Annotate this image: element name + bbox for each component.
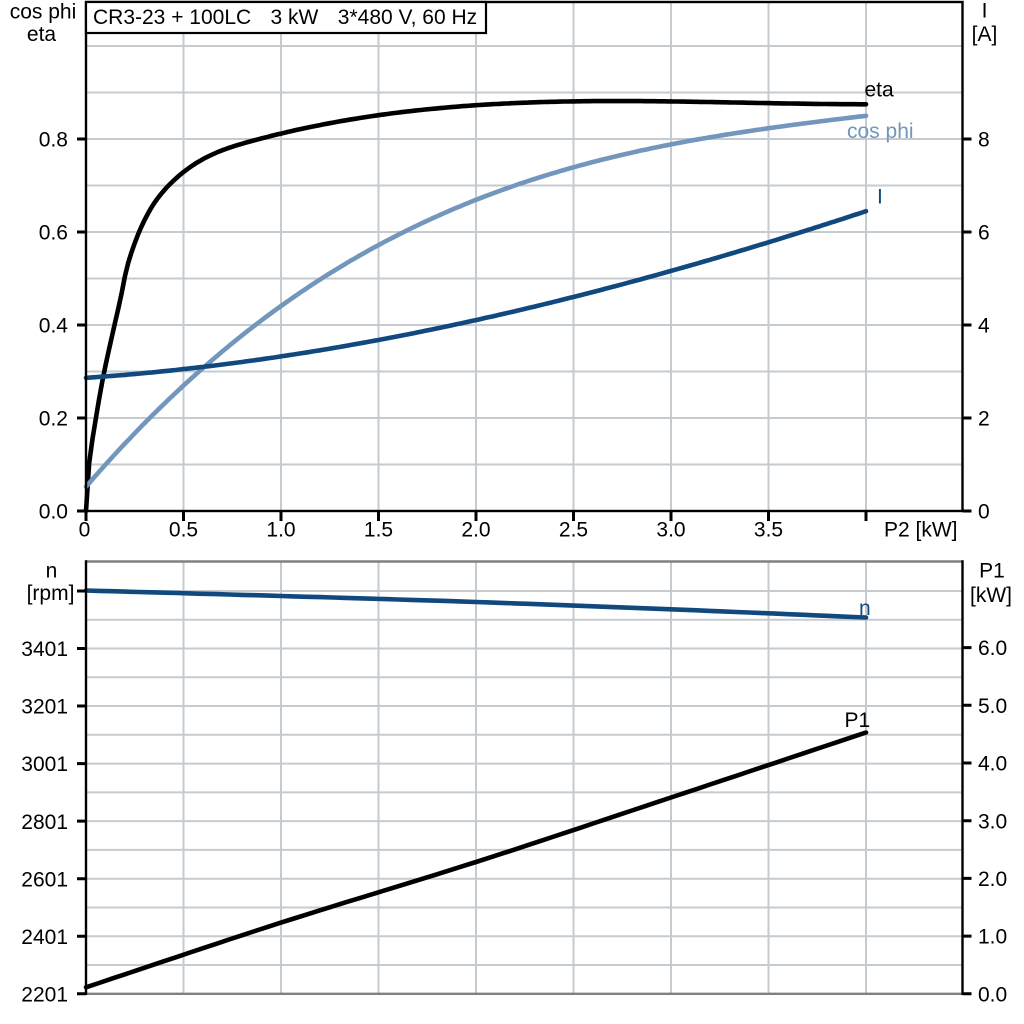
svg-text:cos phi: cos phi [10,1,77,24]
svg-text:1.0: 1.0 [266,519,295,542]
svg-text:0.2: 0.2 [39,408,68,431]
svg-text:0.5: 0.5 [169,519,198,542]
svg-text:2: 2 [978,408,990,431]
svg-text:P1: P1 [845,709,871,732]
svg-text:6.0: 6.0 [978,637,1007,660]
svg-text:2801: 2801 [21,811,68,834]
svg-text:3201: 3201 [21,696,68,719]
svg-text:0.0: 0.0 [978,983,1007,1006]
svg-text:I: I [982,0,988,23]
svg-text:eta: eta [865,79,895,102]
svg-text:P2 [kW]: P2 [kW] [884,519,958,542]
svg-text:[A]: [A] [972,23,998,46]
svg-text:3.5: 3.5 [754,519,783,542]
svg-text:2201: 2201 [21,983,68,1006]
svg-text:P1: P1 [979,560,1005,583]
svg-text:0: 0 [79,519,91,542]
svg-text:6: 6 [978,222,990,245]
svg-text:8: 8 [978,129,990,152]
svg-text:0.8: 0.8 [39,129,68,152]
svg-text:3.0: 3.0 [656,519,685,542]
svg-text:4.0: 4.0 [978,753,1007,776]
svg-text:I: I [877,186,883,209]
svg-text:0.6: 0.6 [39,222,68,245]
svg-text:2.0: 2.0 [978,868,1007,891]
svg-text:2601: 2601 [21,868,68,891]
svg-text:[kW]: [kW] [970,584,1012,607]
svg-text:3001: 3001 [21,753,68,776]
svg-text:n: n [859,597,871,620]
svg-text:[rpm]: [rpm] [27,582,75,605]
svg-text:cos phi: cos phi [847,120,914,143]
svg-text:3401: 3401 [21,638,68,661]
svg-text:2401: 2401 [21,926,68,949]
svg-text:0.0: 0.0 [39,501,68,524]
svg-text:3 kW: 3 kW [271,6,319,29]
svg-text:0: 0 [978,501,990,524]
svg-text:2.5: 2.5 [559,519,588,542]
svg-text:1.5: 1.5 [364,519,393,542]
svg-text:2.0: 2.0 [461,519,490,542]
svg-text:5.0: 5.0 [978,695,1007,718]
svg-text:3.0: 3.0 [978,810,1007,833]
svg-text:3*480 V, 60 Hz: 3*480 V, 60 Hz [338,6,477,29]
svg-text:eta: eta [27,23,57,46]
svg-text:n: n [46,560,58,583]
svg-text:CR3-23 + 100LC: CR3-23 + 100LC [93,6,251,29]
svg-text:4: 4 [978,315,990,338]
svg-text:0.4: 0.4 [39,315,69,338]
svg-text:1.0: 1.0 [978,926,1007,949]
